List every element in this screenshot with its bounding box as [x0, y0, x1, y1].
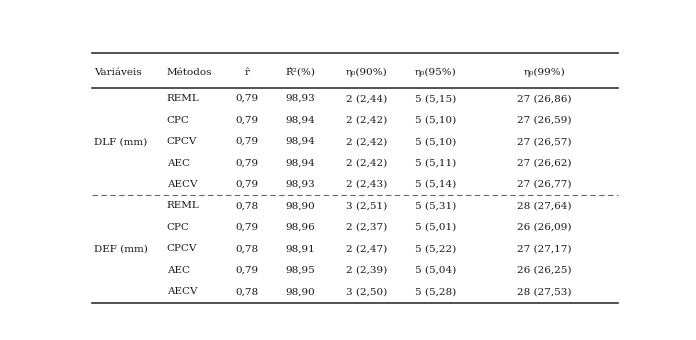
- Text: 98,94: 98,94: [285, 158, 315, 168]
- Text: 3 (2,50): 3 (2,50): [346, 287, 387, 296]
- Text: CPC: CPC: [167, 223, 190, 232]
- Text: 2 (2,37): 2 (2,37): [346, 223, 387, 232]
- Text: AECV: AECV: [167, 180, 198, 189]
- Text: 0,79: 0,79: [235, 223, 258, 232]
- Text: AEC: AEC: [167, 158, 190, 168]
- Text: 26 (26,25): 26 (26,25): [517, 266, 571, 275]
- Text: 5 (5,04): 5 (5,04): [415, 266, 456, 275]
- Text: 3 (2,51): 3 (2,51): [346, 202, 387, 210]
- Text: 2 (2,47): 2 (2,47): [346, 244, 387, 253]
- Text: Métodos: Métodos: [167, 68, 212, 77]
- Text: 27 (26,59): 27 (26,59): [517, 116, 571, 125]
- Text: 5 (5,14): 5 (5,14): [415, 180, 456, 189]
- Text: 0,79: 0,79: [235, 94, 258, 103]
- Text: CPCV: CPCV: [167, 244, 197, 253]
- Text: 98,94: 98,94: [285, 116, 315, 125]
- Text: 27 (26,77): 27 (26,77): [517, 180, 571, 189]
- Text: 0,79: 0,79: [235, 266, 258, 275]
- Text: 2 (2,39): 2 (2,39): [346, 266, 387, 275]
- Text: 5 (5,10): 5 (5,10): [415, 116, 456, 125]
- Text: R̂²(%): R̂²(%): [285, 68, 315, 77]
- Text: 5 (5,11): 5 (5,11): [415, 158, 456, 168]
- Text: 98,90: 98,90: [285, 287, 315, 296]
- Text: η₀(90%): η₀(90%): [346, 68, 388, 77]
- Text: 27 (26,62): 27 (26,62): [517, 158, 571, 168]
- Text: CPC: CPC: [167, 116, 190, 125]
- Text: η₀(95%): η₀(95%): [415, 68, 457, 77]
- Text: 98,93: 98,93: [285, 94, 315, 103]
- Text: 2 (2,42): 2 (2,42): [346, 158, 387, 168]
- Text: 5 (5,22): 5 (5,22): [415, 244, 456, 253]
- Text: DEF (mm): DEF (mm): [94, 244, 148, 253]
- Text: 27 (26,57): 27 (26,57): [517, 137, 571, 146]
- Text: 5 (5,01): 5 (5,01): [415, 223, 456, 232]
- Text: 98,93: 98,93: [285, 180, 315, 189]
- Text: 98,91: 98,91: [285, 244, 315, 253]
- Text: 98,94: 98,94: [285, 137, 315, 146]
- Text: 98,95: 98,95: [285, 266, 315, 275]
- Text: 98,90: 98,90: [285, 202, 315, 210]
- Text: 0,78: 0,78: [235, 202, 258, 210]
- Text: 5 (5,15): 5 (5,15): [415, 94, 456, 103]
- Text: 27 (26,86): 27 (26,86): [517, 94, 571, 103]
- Text: REML: REML: [167, 202, 200, 210]
- Text: 0,79: 0,79: [235, 158, 258, 168]
- Text: REML: REML: [167, 94, 200, 103]
- Text: 0,79: 0,79: [235, 137, 258, 146]
- Text: 5 (5,31): 5 (5,31): [415, 202, 456, 210]
- Text: r̂: r̂: [244, 68, 249, 77]
- Text: 0,79: 0,79: [235, 180, 258, 189]
- Text: 2 (2,44): 2 (2,44): [346, 94, 387, 103]
- Text: 2 (2,42): 2 (2,42): [346, 137, 387, 146]
- Text: 2 (2,43): 2 (2,43): [346, 180, 387, 189]
- Text: CPCV: CPCV: [167, 137, 197, 146]
- Text: 0,78: 0,78: [235, 287, 258, 296]
- Text: 2 (2,42): 2 (2,42): [346, 116, 387, 125]
- Text: 27 (27,17): 27 (27,17): [517, 244, 571, 253]
- Text: AEC: AEC: [167, 266, 190, 275]
- Text: 26 (26,09): 26 (26,09): [517, 223, 571, 232]
- Text: AECV: AECV: [167, 287, 198, 296]
- Text: 5 (5,28): 5 (5,28): [415, 287, 456, 296]
- Text: 28 (27,64): 28 (27,64): [517, 202, 571, 210]
- Text: 0,79: 0,79: [235, 116, 258, 125]
- Text: 98,96: 98,96: [285, 223, 315, 232]
- Text: 0,78: 0,78: [235, 244, 258, 253]
- Text: DLF (mm): DLF (mm): [94, 137, 148, 146]
- Text: 5 (5,10): 5 (5,10): [415, 137, 456, 146]
- Text: Variáveis: Variáveis: [94, 68, 142, 77]
- Text: η₀(99%): η₀(99%): [523, 68, 565, 77]
- Text: 28 (27,53): 28 (27,53): [517, 287, 571, 296]
